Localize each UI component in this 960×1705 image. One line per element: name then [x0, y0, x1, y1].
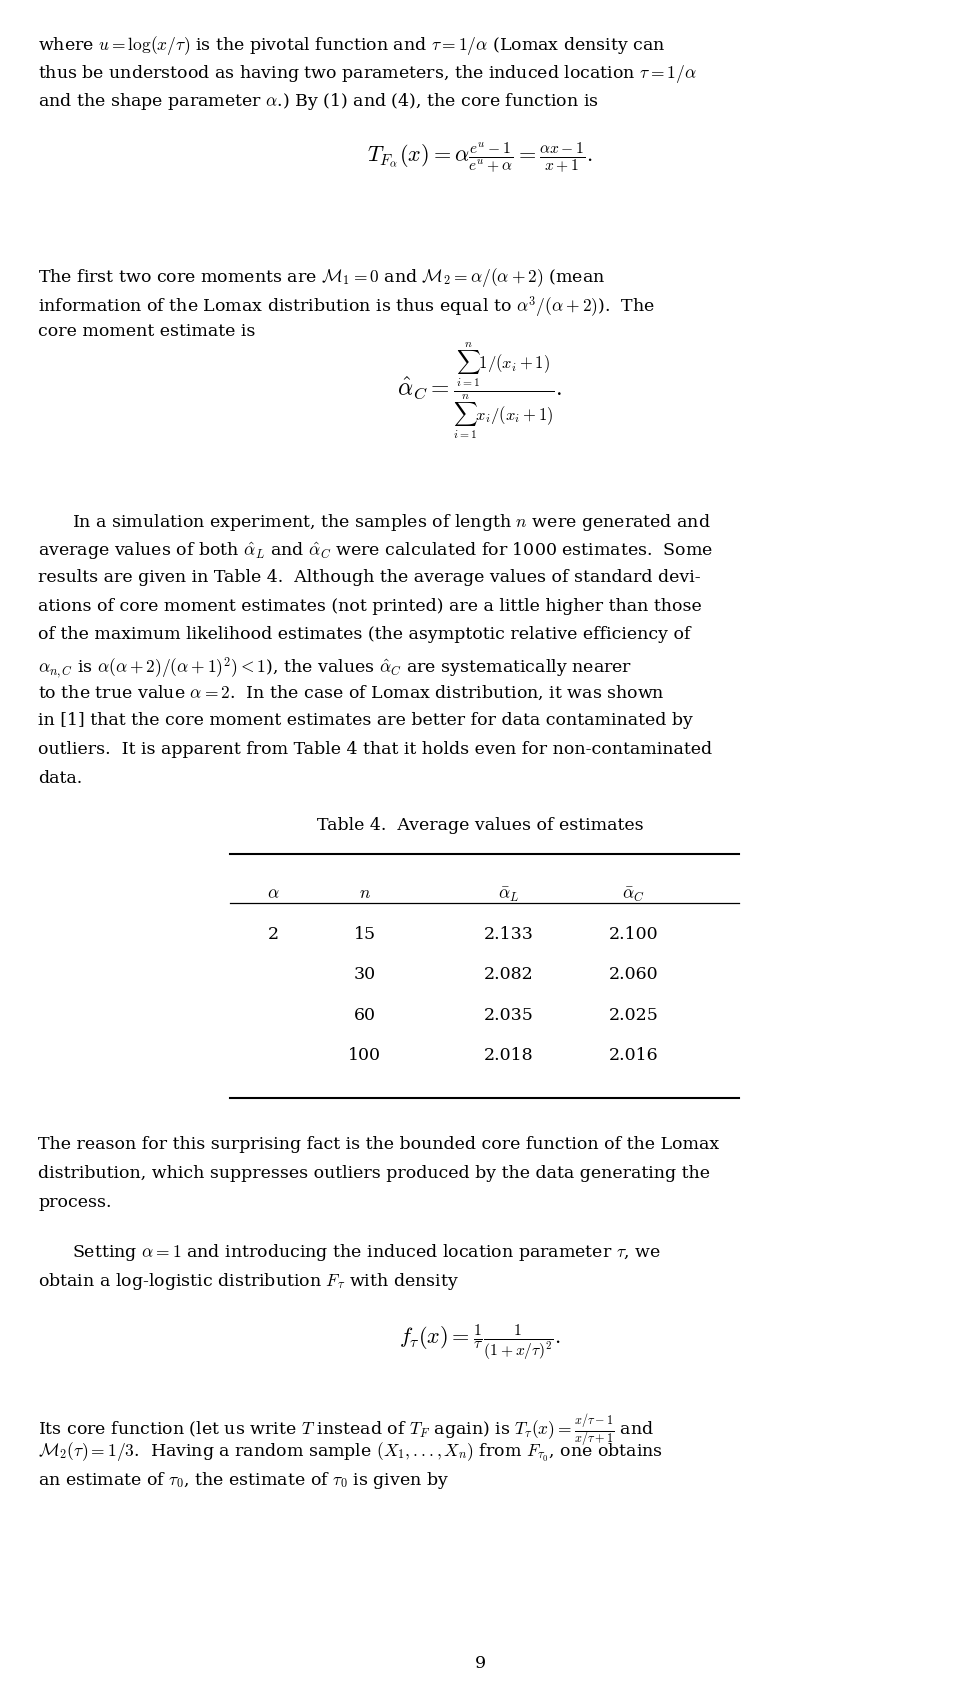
Text: data.: data. — [38, 769, 83, 786]
Text: 2.035: 2.035 — [484, 1006, 534, 1023]
Text: results are given in Table 4.  Although the average values of standard devi-: results are given in Table 4. Although t… — [38, 569, 701, 587]
Text: information of the Lomax distribution is thus equal to $\alpha^3/(\alpha + 2)$).: information of the Lomax distribution is… — [38, 295, 656, 321]
Text: 9: 9 — [474, 1654, 486, 1671]
Text: Its core function (let us write $T$ instead of $T_F$ again) is $T_\tau(x) = \fra: Its core function (let us write $T$ inst… — [38, 1412, 655, 1448]
Text: core moment estimate is: core moment estimate is — [38, 324, 255, 341]
Text: 2.100: 2.100 — [609, 926, 659, 943]
Text: 60: 60 — [354, 1006, 375, 1023]
Text: $\bar{\alpha}_C$: $\bar{\alpha}_C$ — [622, 885, 645, 904]
Text: to the true value $\alpha = 2$.  In the case of Lomax distribution, it was shown: to the true value $\alpha = 2$. In the c… — [38, 684, 665, 702]
Text: in [1] that the core moment estimates are better for data contaminated by: in [1] that the core moment estimates ar… — [38, 713, 693, 730]
Text: $n$: $n$ — [359, 885, 371, 902]
Text: 2.133: 2.133 — [484, 926, 534, 943]
Text: Setting $\alpha = 1$ and introducing the induced location parameter $\tau$, we: Setting $\alpha = 1$ and introducing the… — [72, 1241, 660, 1262]
Text: The first two core moments are $\mathcal{M}_1 = 0$ and $\mathcal{M}_2 = \alpha/(: The first two core moments are $\mathcal… — [38, 266, 606, 288]
Text: $\alpha$: $\alpha$ — [267, 885, 280, 902]
Text: Table 4.  Average values of estimates: Table 4. Average values of estimates — [317, 817, 643, 834]
Text: The reason for this surprising fact is the bounded core function of the Lomax: The reason for this surprising fact is t… — [38, 1136, 720, 1153]
Text: outliers.  It is apparent from Table 4 that it holds even for non-contaminated: outliers. It is apparent from Table 4 th… — [38, 740, 712, 757]
Text: 2.016: 2.016 — [609, 1045, 659, 1062]
Text: 100: 100 — [348, 1045, 381, 1062]
Text: $f_\tau(x) = \frac{1}{\tau} \frac{1}{(1 + x/\tau)^2}.$: $f_\tau(x) = \frac{1}{\tau} \frac{1}{(1 … — [399, 1321, 561, 1362]
Text: $\bar{\alpha}_L$: $\bar{\alpha}_L$ — [498, 885, 519, 904]
Text: ations of core moment estimates (not printed) are a little higher than those: ations of core moment estimates (not pri… — [38, 597, 702, 614]
Text: 2.018: 2.018 — [484, 1045, 534, 1062]
Text: average values of both $\hat{\alpha}_L$ and $\hat{\alpha}_C$ were calculated for: average values of both $\hat{\alpha}_L$ … — [38, 540, 713, 563]
Text: process.: process. — [38, 1194, 112, 1211]
Text: 2.025: 2.025 — [609, 1006, 659, 1023]
Text: $\alpha_{n,C}$ is $\alpha(\alpha + 2)/(\alpha + 1)^2) < 1$), the values $\hat{\a: $\alpha_{n,C}$ is $\alpha(\alpha + 2)/(\… — [38, 655, 633, 680]
Text: $\mathcal{M}_2(\tau) = 1/3$.  Having a random sample $(X_1, ..., X_n)$ from $F_{: $\mathcal{M}_2(\tau) = 1/3$. Having a ra… — [38, 1441, 663, 1463]
Text: obtain a log-logistic distribution $F_\tau$ with density: obtain a log-logistic distribution $F_\t… — [38, 1270, 459, 1291]
Text: 2: 2 — [268, 926, 279, 943]
Text: of the maximum likelihood estimates (the asymptotic relative efficiency of: of the maximum likelihood estimates (the… — [38, 626, 691, 643]
Text: 2.082: 2.082 — [484, 965, 534, 982]
Text: $T_{F_\alpha}(x) = \alpha\frac{e^u - 1}{e^u + \alpha} = \frac{\alpha x - 1}{x + : $T_{F_\alpha}(x) = \alpha\frac{e^u - 1}{… — [367, 142, 593, 176]
Text: distribution, which suppresses outliers produced by the data generating the: distribution, which suppresses outliers … — [38, 1165, 710, 1182]
Text: 30: 30 — [353, 965, 376, 982]
Text: thus be understood as having two parameters, the induced location $\tau = 1/\alp: thus be understood as having two paramet… — [38, 63, 697, 85]
Text: an estimate of $\tau_0$, the estimate of $\tau_0$ is given by: an estimate of $\tau_0$, the estimate of… — [38, 1470, 449, 1490]
Text: 2.060: 2.060 — [609, 965, 659, 982]
Text: and the shape parameter $\alpha$.) By (1) and (4), the core function is: and the shape parameter $\alpha$.) By (1… — [38, 92, 599, 113]
Text: $\hat{\alpha}_C = \frac{\sum_{i=1}^{n} 1/(x_i + 1)}{\sum_{i=1}^{n} x_i/(x_i + 1): $\hat{\alpha}_C = \frac{\sum_{i=1}^{n} 1… — [397, 341, 563, 440]
Text: where $u = \log(x/\tau)$ is the pivotal function and $\tau = 1/\alpha$ (Lomax de: where $u = \log(x/\tau)$ is the pivotal … — [38, 34, 666, 56]
Text: In a simulation experiment, the samples of length $n$ were generated and: In a simulation experiment, the samples … — [72, 512, 710, 532]
Text: 15: 15 — [353, 926, 376, 943]
